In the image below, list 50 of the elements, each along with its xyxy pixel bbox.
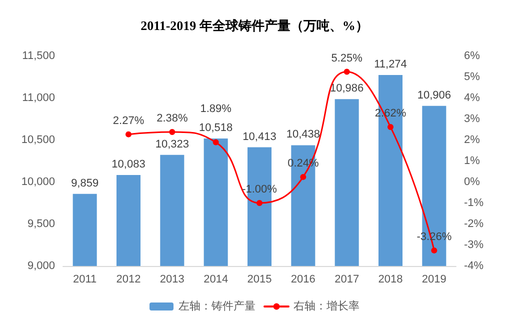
y-tick-label: 10,500 bbox=[21, 134, 55, 146]
data-label: 10,438 bbox=[286, 128, 320, 141]
y-tick-label: 9,500 bbox=[27, 218, 55, 230]
data-label: 10,413 bbox=[242, 130, 276, 143]
point bbox=[212, 139, 219, 146]
data-label: 1.89% bbox=[200, 102, 232, 115]
y-tick-label: 11,000 bbox=[22, 92, 55, 104]
data-label: 10,906 bbox=[417, 89, 451, 102]
point bbox=[126, 131, 132, 138]
x-tick-label: 2014 bbox=[204, 274, 228, 286]
data-label: 10,986 bbox=[330, 82, 364, 95]
point bbox=[344, 68, 350, 75]
y2-tick-label: 1% bbox=[464, 155, 480, 167]
y2-tick-label: 3% bbox=[464, 113, 480, 125]
y2-tick-label: 0% bbox=[464, 176, 480, 188]
point bbox=[431, 247, 438, 254]
data-label: 2.27% bbox=[112, 114, 144, 127]
legend-label: 左轴：铸件产量 bbox=[178, 300, 256, 312]
y2-tick-label: 5% bbox=[464, 71, 480, 83]
data-label: 9,859 bbox=[71, 177, 99, 190]
data-label: 5.25% bbox=[331, 52, 363, 64]
chart-title: 2011-2019 年全球铸件产量（万吨、%） bbox=[140, 18, 368, 33]
y2-tick-label: -2% bbox=[464, 218, 484, 230]
x-tick-label: 2012 bbox=[116, 274, 141, 286]
legend-label: 右轴：增长率 bbox=[294, 300, 360, 312]
x-tick-label: 2018 bbox=[378, 274, 403, 286]
x-tick-label: 2017 bbox=[334, 274, 360, 286]
y2-tick-label: -3% bbox=[464, 239, 484, 251]
x-tick-label: 2019 bbox=[422, 274, 446, 286]
point bbox=[256, 200, 262, 206]
y2-tick-label: 2% bbox=[464, 134, 480, 146]
data-label: 11,274 bbox=[374, 58, 407, 70]
data-label: 10,083 bbox=[112, 158, 146, 171]
data-label: 10,323 bbox=[155, 138, 189, 150]
point bbox=[388, 124, 394, 130]
x-tick-label: 2015 bbox=[247, 274, 272, 286]
y-tick-label: 10,000 bbox=[21, 176, 55, 188]
y2-tick-label: -4% bbox=[464, 260, 484, 272]
x-tick-label: 2013 bbox=[160, 274, 184, 286]
data-label: 2.38% bbox=[156, 112, 188, 125]
point bbox=[300, 174, 306, 180]
y2-tick-label: 6% bbox=[464, 50, 480, 62]
y2-tick-label: -1% bbox=[464, 197, 484, 209]
data-label: 10,518 bbox=[199, 122, 233, 134]
y-tick-label: 11,500 bbox=[22, 50, 55, 62]
y-tick-label: 9,000 bbox=[27, 260, 55, 272]
y2-tick-label: 4% bbox=[464, 92, 480, 104]
x-tick-label: 2011 bbox=[73, 274, 97, 286]
x-tick-label: 2016 bbox=[290, 274, 316, 286]
point bbox=[169, 129, 176, 136]
